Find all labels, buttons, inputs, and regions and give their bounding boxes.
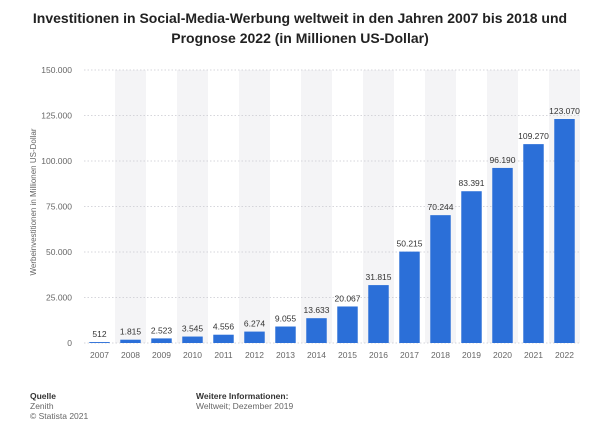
value-label-2021: 109.270 [518,131,549,141]
x-tick-label-2008: 2008 [121,350,140,360]
chart-title-line-2: Prognose 2022 (in Millionen US-Dollar) [171,30,429,46]
bar-2008 [120,339,141,343]
value-label-2019: 83.391 [459,178,485,188]
value-label-2010: 3.545 [182,324,204,334]
bar-2009 [151,338,172,343]
value-label-2020: 96.190 [490,155,516,165]
x-tick-label-2012: 2012 [245,350,264,360]
value-label-2008: 1.815 [120,327,142,337]
y-tick-label: 150.000 [41,65,72,75]
chart-bars [89,119,575,343]
x-tick-label-2019: 2019 [462,350,481,360]
bar-2010 [182,336,203,343]
bar-2014 [306,318,327,343]
copyright-text: © Statista 2021 [30,411,89,421]
x-tick-label-2022: 2022 [555,350,574,360]
y-tick-label: 50.000 [46,247,72,257]
source-heading: Quelle [30,391,56,401]
value-label-2018: 70.244 [428,202,454,212]
y-tick-label: 100.000 [41,156,72,166]
source-block: Quelle Zenith © Statista 2021 [30,391,88,421]
x-tick-label-2018: 2018 [431,350,450,360]
bar-2007 [89,342,110,343]
y-tick-label: 25.000 [46,293,72,303]
bar-2015 [337,306,358,343]
bar-2013 [275,326,296,343]
bar-2016 [368,285,389,343]
x-tick-label-2007: 2007 [90,350,109,360]
value-label-2011: 4.556 [213,322,235,332]
bar-2011 [213,334,234,343]
x-tick-label-2009: 2009 [152,350,171,360]
value-label-2014: 13.633 [304,305,330,315]
value-labels: 512 1.815 2.523 3.545 4.556 6.274 9.055 13.633 2… [92,106,580,339]
bar-2020 [492,167,513,343]
bar-2019 [461,191,482,343]
x-tick-label-2017: 2017 [400,350,419,360]
chart-title-line-1: Investitionen in Social-Media-Werbung we… [32,10,568,26]
bar-2021 [523,144,544,343]
chart-title: Investitionen in Social-Media-Werbung we… [20,8,580,48]
y-axis-ticks: 0 25.000 50.000 75.000 100.000 125.000 150.000 [41,65,72,348]
value-label-2007: 512 [92,329,106,339]
bar-2017 [399,251,420,343]
x-tick-label-2016: 2016 [369,350,388,360]
y-tick-label: 125.000 [41,111,72,121]
value-label-2013: 9.055 [275,314,297,324]
info-block: Weitere Informationen: Weltweit; Dezembe… [196,391,293,411]
background-band [239,70,270,343]
x-tick-label-2010: 2010 [183,350,202,360]
bar-2012 [244,331,265,343]
bar-2018 [430,215,451,343]
info-heading: Weitere Informationen: [196,391,289,401]
x-tick-label-2021: 2021 [524,350,543,360]
value-label-2016: 31.815 [366,272,392,282]
y-axis-label: Werbeinvestitionen in Millionen US-Dolla… [29,128,38,275]
x-tick-label-2015: 2015 [338,350,357,360]
bar-2022 [554,119,575,343]
x-axis-ticks: 2007 2008 2009 2010 2011 2012 2013 2014 2015 2016… [90,350,574,360]
x-tick-label-2020: 2020 [493,350,512,360]
value-label-2012: 6.274 [244,319,266,329]
value-label-2015: 20.067 [335,293,361,303]
value-label-2009: 2.523 [151,325,173,335]
x-tick-label-2013: 2013 [276,350,295,360]
x-tick-label-2014: 2014 [307,350,326,360]
source-name: Zenith [30,401,54,411]
y-tick-label: 75.000 [46,202,72,212]
value-label-2017: 50.215 [397,239,423,249]
y-tick-label: 0 [67,338,72,348]
value-label-2022: 123.070 [549,106,580,116]
x-tick-label-2011: 2011 [214,350,233,360]
info-text: Weltweit; Dezember 2019 [196,401,294,411]
